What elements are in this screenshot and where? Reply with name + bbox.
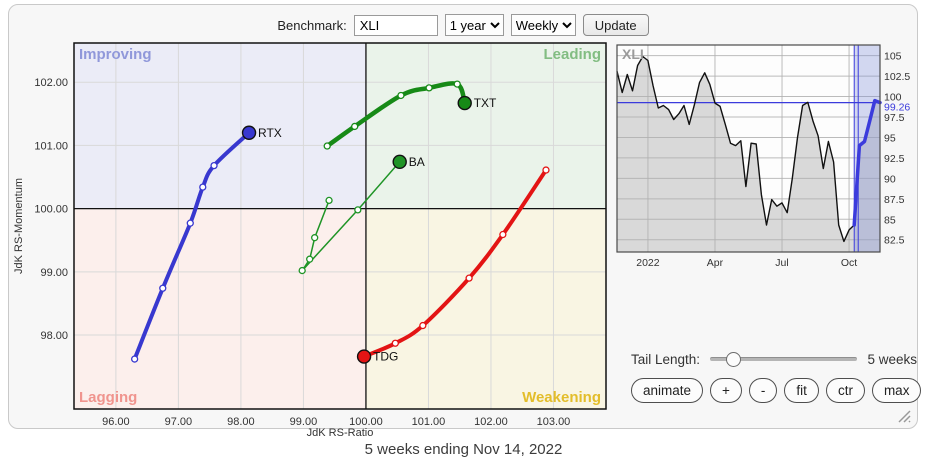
price-x-tick-label: Oct — [841, 257, 857, 269]
quadrant-label-leading: Leading — [543, 46, 601, 63]
price-chart-symbol: XLI — [622, 46, 644, 62]
series-BA-week-marker — [325, 196, 333, 205]
benchmark-input[interactable] — [353, 14, 438, 36]
series-TXT: TXT — [323, 80, 497, 150]
series-TDG-week-marker — [419, 321, 427, 330]
rrg-tool-panel: Benchmark: 1 year Weekly Update Improvin… — [8, 4, 922, 436]
tail-length-value: 5 weeks — [867, 351, 917, 367]
price-y-tick-label: 105 — [884, 51, 902, 63]
price-y-tick-label: 97.5 — [884, 112, 905, 124]
series-TDG-week-marker — [499, 230, 507, 239]
chart-buttons-row: animate + - fit ctr max — [631, 378, 922, 403]
animate-button[interactable]: animate — [631, 378, 704, 403]
price-y-tick-label: 90 — [884, 173, 896, 185]
date-caption: 5 weeks ending Nov 14, 2022 — [364, 441, 563, 458]
rrg-chart: Improving Leading Lagging Weakening 96.00 97.… — [13, 42, 607, 436]
x-tick-label: 99.00 — [290, 416, 318, 428]
series-BA-week-marker — [306, 255, 314, 263]
x-tick-label: 103.00 — [537, 416, 571, 428]
price-y-tick-label: 82.5 — [884, 235, 905, 247]
series-TXT-week-marker — [351, 122, 359, 131]
resize-handle-icon[interactable] — [895, 407, 912, 424]
update-button[interactable]: Update — [582, 14, 649, 36]
quadrant-label-weakening: Weakening — [522, 389, 601, 406]
toolbar: Benchmark: 1 year Weekly Update — [9, 13, 917, 37]
series-RTX-label: RTX — [258, 126, 282, 140]
tail-length-slider[interactable] — [710, 352, 858, 367]
series-TDG-week-marker — [391, 339, 399, 347]
price-y-tick-label: 102.5 — [884, 71, 910, 83]
series-TXT-week-marker — [453, 80, 461, 88]
series-RTX-week-marker — [130, 355, 139, 363]
x-tick-label: 101.00 — [412, 416, 446, 428]
x-tick-label: 98.00 — [227, 416, 255, 428]
tail-length-label: Tail Length: — [631, 351, 701, 367]
price-last-value-label: 99.26 — [884, 102, 910, 114]
quadrant-leading — [365, 43, 606, 209]
series-RTX-week-marker — [159, 284, 167, 292]
series-BA-head-dot[interactable] — [392, 154, 407, 170]
y-tick-label: 100.00 — [34, 204, 68, 216]
series-TXT-week-marker — [397, 91, 405, 100]
tail-length-row: Tail Length: 5 weeks — [631, 349, 917, 369]
price-y-tick-label: 95 — [884, 132, 896, 144]
zoom-in-button[interactable]: + — [710, 378, 742, 403]
series-TDG-week-marker — [542, 166, 550, 174]
series-RTX: RTX — [130, 125, 282, 363]
tail-length-slider-thumb[interactable] — [726, 352, 742, 367]
price-y-tick-label: 100 — [884, 92, 902, 104]
quadrant-lagging — [74, 208, 366, 409]
quadrant-weakening — [365, 208, 606, 409]
price-x-tick-label: Apr — [707, 257, 724, 269]
fit-button[interactable]: fit — [784, 378, 819, 403]
y-axis-title: JdK RS-Momentum — [13, 178, 25, 274]
price-x-tick-label: 2022 — [636, 257, 660, 269]
benchmark-price-chart: XLI 105 102.5 100 97.5 95 92.5 90 87.5 85 82.5 99.2… — [616, 44, 910, 269]
series-RTX-head-dot[interactable] — [241, 125, 257, 140]
series-TXT-head-dot[interactable] — [457, 95, 472, 111]
range-select[interactable]: 1 year — [444, 14, 504, 36]
center-button[interactable]: ctr — [825, 378, 865, 403]
series-TDG-label: TDG — [373, 350, 398, 364]
price-y-tick-label: 92.5 — [884, 153, 905, 165]
series-BA-label: BA — [409, 155, 425, 169]
max-button[interactable]: max — [871, 378, 922, 403]
price-x-tick-label: Jul — [775, 257, 788, 269]
series-TDG-week-marker — [465, 274, 473, 282]
price-y-tick-label: 85 — [884, 214, 896, 226]
benchmark-label: Benchmark: — [277, 17, 347, 33]
quadrant-label-lagging: Lagging — [79, 389, 137, 406]
series-BA-week-marker — [298, 266, 306, 275]
series-BA-week-marker — [354, 206, 362, 214]
series-TXT-week-marker — [323, 142, 331, 150]
y-tick-label: 102.00 — [34, 77, 68, 89]
x-tick-label: 100.00 — [349, 416, 383, 428]
y-tick-label: 99.00 — [40, 267, 68, 279]
price-y-tick-label: 87.5 — [884, 194, 905, 206]
zoom-out-button[interactable]: - — [748, 378, 778, 403]
price-area-fill — [617, 56, 880, 252]
series-TXT-week-marker — [425, 84, 433, 92]
series-BA-week-marker — [311, 234, 319, 242]
x-axis-title: JdK RS-Ratio — [307, 427, 374, 436]
y-tick-label: 98.00 — [40, 330, 68, 342]
quadrant-label-improving: Improving — [79, 46, 152, 63]
x-tick-label: 102.00 — [474, 416, 508, 428]
series-BA-line — [301, 161, 401, 272]
series-TDG: TDG — [356, 166, 550, 364]
series-TXT-label: TXT — [474, 96, 497, 110]
x-tick-label: 96.00 — [102, 416, 130, 428]
x-tick-label: 97.00 — [165, 416, 193, 428]
price-line — [616, 55, 855, 243]
series-TDG-head-dot[interactable] — [356, 349, 372, 364]
quadrant-improving — [74, 43, 366, 209]
series-RTX-week-marker — [199, 183, 207, 191]
series-RTX-week-marker — [186, 219, 194, 227]
y-tick-label: 101.00 — [34, 140, 68, 152]
price-tail-line — [852, 98, 882, 227]
series-RTX-week-marker — [210, 161, 218, 170]
series-BA: BA — [298, 154, 425, 275]
interval-select[interactable]: Weekly — [510, 14, 576, 36]
